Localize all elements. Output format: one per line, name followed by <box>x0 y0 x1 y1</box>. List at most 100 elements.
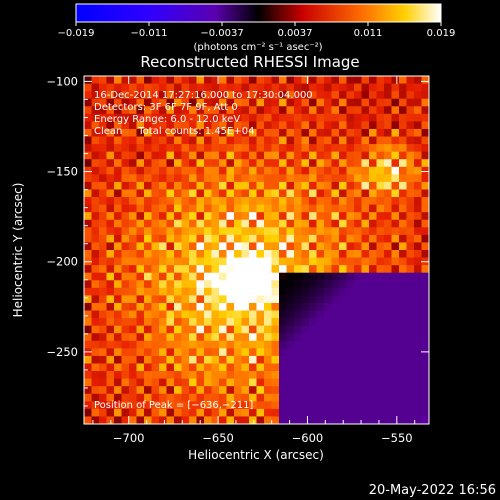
heatmap-cell <box>249 234 258 244</box>
heatmap-cell <box>414 295 423 304</box>
heatmap-cell <box>354 257 363 266</box>
heatmap-cell <box>376 234 385 244</box>
heatmap-cell <box>414 242 423 251</box>
heatmap-cell <box>84 363 93 372</box>
heatmap-cell <box>316 280 325 289</box>
heatmap-cell <box>204 257 213 266</box>
heatmap-cell <box>406 378 415 387</box>
heatmap-cell <box>324 159 333 168</box>
heatmap-cell <box>211 83 220 92</box>
heatmap-cell <box>339 257 348 266</box>
heatmap-cell <box>264 310 273 319</box>
heatmap-cell <box>264 204 273 213</box>
heatmap-cell <box>324 113 333 122</box>
heatmap-cell <box>136 333 145 342</box>
heatmap-cell <box>129 393 138 402</box>
heatmap-cell <box>99 83 108 92</box>
heatmap-cell <box>249 371 258 380</box>
heatmap-cell <box>384 151 393 160</box>
heatmap-cell <box>324 106 333 115</box>
heatmap-cell <box>159 98 168 107</box>
heatmap-cell <box>196 302 205 312</box>
heatmap-cell <box>301 113 310 122</box>
heatmap-cell <box>166 280 175 289</box>
heatmap-cell <box>249 302 258 312</box>
heatmap-cell <box>346 204 355 213</box>
heatmap-cell <box>181 363 190 372</box>
heatmap-cell <box>226 348 235 357</box>
heatmap-cell <box>346 257 355 266</box>
heatmap-cell <box>271 189 280 198</box>
heatmap-cell <box>211 408 220 418</box>
heatmap-cell <box>121 144 130 153</box>
heatmap-cell <box>271 197 280 206</box>
heatmap-cell <box>166 416 175 424</box>
heatmap-cell <box>301 363 310 372</box>
heatmap-cell <box>309 265 318 274</box>
heatmap-cell <box>256 144 265 153</box>
heatmap-cell <box>189 189 198 198</box>
heatmap-cell <box>151 310 160 319</box>
heatmap-cell <box>159 151 168 160</box>
heatmap-cell <box>384 212 393 221</box>
heatmap-cell <box>406 98 415 107</box>
heatmap-cell <box>159 363 168 372</box>
heatmap-cell <box>391 76 400 85</box>
heatmap-cell <box>279 181 288 191</box>
heatmap-cell <box>309 181 318 191</box>
heatmap-cell <box>421 83 429 92</box>
heatmap-cell <box>399 386 408 395</box>
heatmap-cell <box>91 181 100 191</box>
heatmap-cell <box>414 393 423 402</box>
heatmap-cell <box>256 287 265 296</box>
heatmap-cell <box>301 227 310 236</box>
heatmap-cell <box>226 408 235 418</box>
heatmap-cell <box>294 189 303 198</box>
heatmap-cell <box>324 189 333 198</box>
heatmap-cell <box>264 280 273 289</box>
heatmap-cell <box>384 318 393 327</box>
heatmap-cell <box>84 151 93 160</box>
heatmap-cell <box>211 363 220 372</box>
heatmap-cell <box>384 189 393 198</box>
heatmap-cell <box>121 333 130 342</box>
heatmap-cell <box>151 91 160 100</box>
heatmap-cell <box>249 83 258 92</box>
heatmap-cell <box>91 76 100 85</box>
heatmap-cell <box>339 204 348 213</box>
heatmap-cell <box>144 234 153 244</box>
heatmap-cell <box>84 250 93 259</box>
heatmap-cell <box>256 363 265 372</box>
heatmap-cell <box>234 295 243 304</box>
heatmap-cell <box>159 325 168 334</box>
heatmap-cell <box>189 113 198 122</box>
heatmap-cell <box>301 378 310 387</box>
heatmap-cell <box>316 136 325 145</box>
heatmap-cell <box>399 166 408 175</box>
heatmap-cell <box>271 242 280 251</box>
heatmap-cell <box>249 280 258 289</box>
heatmap-cell <box>301 393 310 402</box>
heatmap-cell <box>114 234 123 244</box>
heatmap-cell <box>271 181 280 191</box>
heatmap-cell <box>106 302 115 312</box>
heatmap-cell <box>399 280 408 289</box>
heatmap-cell <box>271 302 280 312</box>
heatmap-cell <box>219 318 228 327</box>
heatmap-cell <box>91 265 100 274</box>
heatmap-cell <box>376 257 385 266</box>
heatmap-cell <box>331 204 340 213</box>
heatmap-cell <box>279 416 288 424</box>
heatmap-cell <box>406 106 415 115</box>
heatmap-cell <box>271 257 280 266</box>
heatmap-cell <box>301 265 310 274</box>
heatmap-cell <box>384 310 393 319</box>
heatmap-cell <box>114 310 123 319</box>
heatmap-cell <box>84 189 93 198</box>
heatmap-cell <box>144 212 153 221</box>
heatmap-cell <box>286 166 295 175</box>
heatmap-cell <box>406 280 415 289</box>
heatmap-cell <box>144 128 153 138</box>
heatmap-cell <box>249 363 258 372</box>
heatmap-cell <box>354 355 363 365</box>
